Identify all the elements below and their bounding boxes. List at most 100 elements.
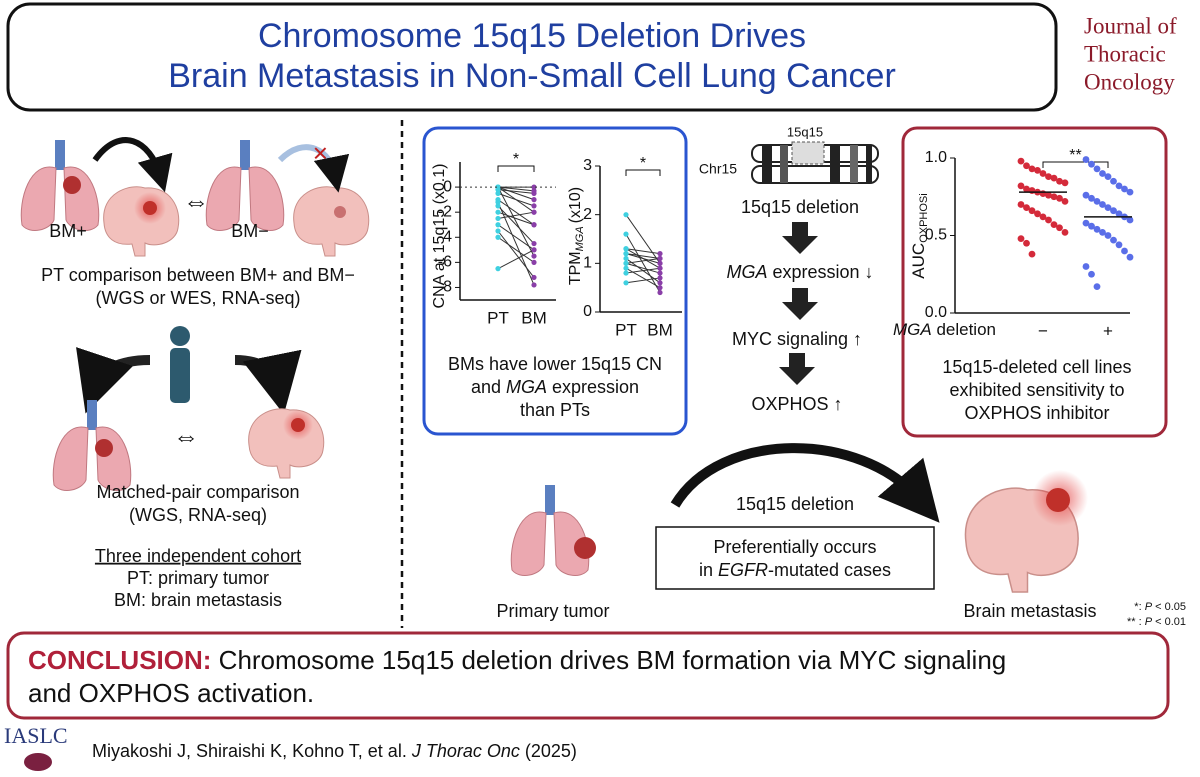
point: [495, 266, 501, 272]
significance-bracket: [497, 165, 535, 172]
x-axis-label: MGA deletion: [893, 320, 996, 339]
citation-part: J Thorac Onc: [411, 741, 520, 761]
brain-icon: [964, 470, 1088, 593]
cohort-title: Three independent cohort: [95, 546, 301, 566]
point: [1061, 198, 1069, 205]
label: BM+: [49, 221, 87, 241]
x-tick-label: PT: [487, 308, 509, 327]
point: [657, 289, 663, 296]
panel-caption: exhibited sensitivity to: [949, 380, 1124, 400]
point: [531, 247, 537, 253]
point: [495, 222, 501, 228]
caption-part: and: [471, 377, 506, 397]
point: [1023, 162, 1030, 170]
point: [1082, 219, 1090, 227]
point: [1056, 177, 1063, 185]
point: [1056, 194, 1063, 202]
pair-line: [625, 267, 661, 274]
step-part: expression ↓: [767, 262, 873, 282]
point: [657, 285, 663, 291]
conclusion-text: Chromosome 15q15 deletion drives BM form…: [211, 645, 1006, 675]
pair-line: [625, 262, 661, 274]
society: IASLC: [4, 723, 68, 748]
point: [495, 228, 501, 234]
fn-part: < 0.05: [1152, 601, 1186, 613]
pair-line: [625, 277, 661, 284]
caption-part: MGA: [506, 377, 547, 397]
fn-part: P: [1145, 601, 1153, 613]
significance-bracket: [1042, 161, 1109, 168]
label-part: TPM: [567, 251, 584, 285]
y-tick-label: 0: [443, 178, 452, 195]
cohort-line: PT: primary tumor: [127, 568, 269, 588]
x-tick-label: BM: [521, 308, 547, 327]
caption: (WGS, RNA-seq): [129, 505, 267, 525]
point: [1115, 210, 1123, 218]
point: [657, 280, 663, 286]
panel-caption: OXPHOS inhibitor: [964, 403, 1109, 423]
point: [531, 190, 537, 196]
y-tick-label: 1: [583, 255, 592, 272]
point: [657, 255, 663, 262]
point: [657, 270, 663, 276]
panel-caption: than PTs: [520, 400, 590, 420]
point: [531, 259, 537, 265]
journal: Oncology: [1084, 69, 1175, 94]
x-tick-label: +: [1103, 321, 1113, 340]
point: [1082, 156, 1090, 163]
point: [1017, 235, 1025, 243]
pair-line: [497, 186, 535, 201]
point: [1099, 229, 1106, 236]
label-part: deletion: [932, 320, 996, 339]
y-tick-label: -2: [438, 203, 452, 220]
point: [1115, 241, 1123, 249]
pathway-arrows: [779, 222, 818, 385]
pair-line: [625, 253, 661, 259]
point: [531, 282, 537, 288]
pair-line: [625, 248, 661, 255]
point: [531, 253, 537, 259]
point: [1023, 239, 1030, 247]
point: [1110, 177, 1117, 185]
pair-line: [497, 186, 535, 192]
fn-part: ** :: [1127, 616, 1145, 628]
label: Brain metastasis: [963, 601, 1096, 621]
caption-part: expression: [547, 377, 639, 397]
point: [1104, 232, 1112, 239]
point: [1126, 253, 1134, 261]
chromosome: [751, 141, 879, 184]
point: [531, 203, 537, 209]
label-part: OXPHOSi: [918, 193, 930, 243]
fn-part: P: [1145, 616, 1153, 628]
panel-caption: and MGA expression: [471, 377, 639, 397]
pair-line: [497, 211, 535, 219]
arrow-label: 15q15 deletion: [736, 494, 854, 514]
point: [623, 255, 629, 262]
point: [1110, 207, 1117, 215]
point: [1093, 225, 1101, 233]
y-axis-label: CNA at 15q15 (x0.1): [431, 164, 448, 309]
point: [1039, 213, 1047, 221]
cohort-line: BM: brain metastasis: [114, 590, 282, 610]
arrow: [670, 443, 940, 523]
point: [1088, 222, 1095, 230]
point: [1028, 165, 1036, 173]
point: [531, 274, 537, 281]
point: [1088, 160, 1095, 168]
pathway-step: MGA expression ↓: [726, 262, 873, 282]
label: BM−: [231, 221, 269, 241]
label-part: MGA: [893, 320, 932, 339]
point: [495, 199, 501, 205]
pair-line: [625, 214, 661, 264]
title-box: [6, 2, 1058, 112]
point: [495, 209, 501, 215]
point: [1110, 236, 1117, 244]
caption: (WGS or WES, RNA-seq): [95, 288, 300, 308]
conclusion-text: and OXPHOS activation.: [28, 678, 314, 708]
point: [531, 222, 537, 228]
point: [623, 231, 629, 237]
journal: Thoracic: [1084, 41, 1166, 66]
point: [1045, 216, 1052, 224]
point: [1034, 167, 1041, 174]
